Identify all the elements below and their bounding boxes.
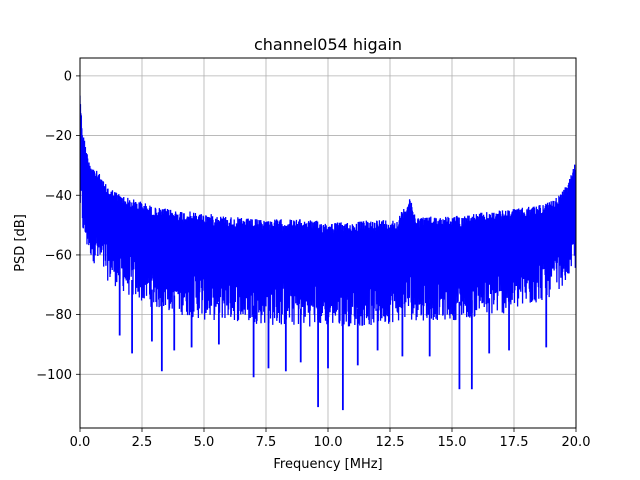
y-tick-label: −20 (45, 129, 72, 144)
y-tick-label: −80 (45, 308, 72, 323)
y-tick-label: −40 (45, 189, 72, 204)
y-tick-label: −100 (36, 368, 72, 383)
x-tick-label: 7.5 (256, 435, 277, 450)
x-tick-label: 12.5 (376, 435, 405, 450)
x-tick-label: 5.0 (194, 435, 215, 450)
x-axis-ticks: 0.0 2.5 5.0 7.5 10.0 12.5 15.0 17.5 20.0 (70, 428, 591, 450)
x-tick-label: 2.5 (132, 435, 153, 450)
x-tick-label: 20.0 (562, 435, 591, 450)
chart-title: channel054 higain (254, 35, 402, 54)
x-tick-label: 15.0 (438, 435, 467, 450)
series-group (80, 95, 576, 411)
x-tick-label: 17.5 (500, 435, 529, 450)
y-tick-label: 0 (64, 69, 72, 84)
psd-series-line (80, 95, 576, 327)
y-axis-ticks: 0 −20 −40 −60 −80 −100 (36, 69, 80, 383)
x-tick-label: 10.0 (314, 435, 343, 450)
x-tick-label: 0.0 (70, 435, 91, 450)
x-axis-label: Frequency [MHz] (273, 457, 382, 472)
y-tick-label: −60 (45, 248, 72, 263)
y-axis-label: PSD [dB] (13, 214, 28, 272)
